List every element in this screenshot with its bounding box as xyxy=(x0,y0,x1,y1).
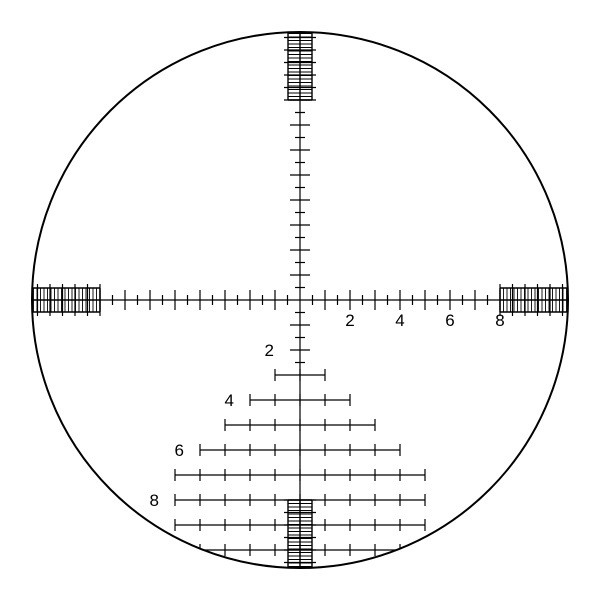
axis-label-h-2: 2 xyxy=(345,311,354,330)
axis-label-h-6: 6 xyxy=(445,311,454,330)
axis-label-h-8: 8 xyxy=(495,311,504,330)
axis-label-v-4: 4 xyxy=(225,391,234,410)
reticle-diagram: 2 4 6 8 2 4 6 8 10 xyxy=(0,0,600,600)
axis-label-v-8: 8 xyxy=(150,491,159,510)
axis-label-v-2: 2 xyxy=(265,341,274,360)
axis-label-v-10: 10 xyxy=(140,541,159,560)
axis-label-h-4: 4 xyxy=(395,311,404,330)
axis-label-v-6: 6 xyxy=(175,441,184,460)
